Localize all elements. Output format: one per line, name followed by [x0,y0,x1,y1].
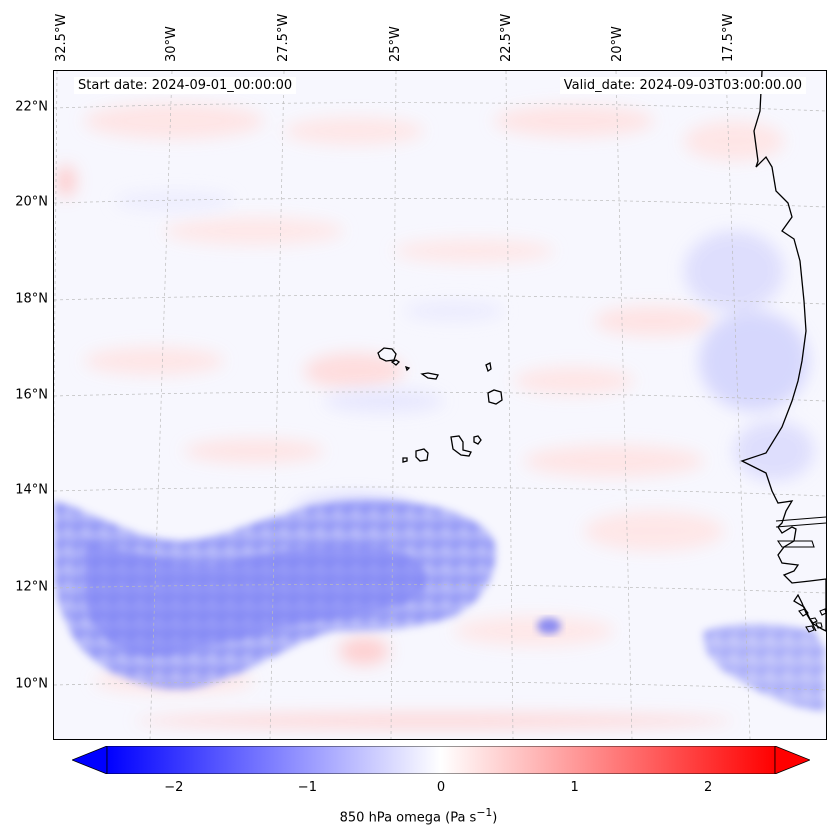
graticule [54,71,826,739]
lon-label-32.5w: 32.5°W [54,13,69,62]
map-panel[interactable]: Start date: 2024-09-01_00:00:00 Valid_da… [53,70,827,740]
lat-label-16n: 16°N [15,387,48,403]
colorbar-tick-0: 0 [436,780,446,795]
lat-label-12n: 12°N [15,579,48,595]
lon-label-25w: 25°W [388,26,403,62]
strong-negative-omega-band [54,499,826,711]
colorbar-tick-neg1: −1 [297,780,317,795]
positive-omega-patches [56,103,784,729]
lat-label-18n: 18°N [15,291,48,307]
lon-label-22.5w: 22.5°W [499,13,514,62]
cape-verde-islands [377,347,503,463]
colorbar-gradient [106,746,776,774]
lat-label-20n: 20°N [15,194,48,210]
lon-label-17.5w: 17.5°W [721,13,736,62]
colorbar-tick-neg2: −2 [164,780,184,795]
lat-label-14n: 14°N [15,482,48,498]
valid-date-label: Valid_date: 2024-09-03T03:00:00.00 [559,77,806,94]
colorbar-tick-2: 2 [704,780,713,795]
bijagos-islands [798,608,826,633]
colorbar-label: 850 hPa omega (Pa s−1) [0,806,837,825]
colorbar-tick-1: 1 [570,780,579,795]
gambia-outline [775,516,826,548]
colorbar-label-main: 850 hPa omega (Pa s [339,810,477,826]
colorbar [72,746,810,774]
lon-label-30w: 30°W [164,26,179,62]
lat-label-22n: 22°N [15,99,48,115]
colorbar-label-end: ) [492,810,498,826]
colorbar-max-extend [774,746,810,774]
colorbar-min-extend [72,746,108,774]
omega-field-map [54,71,826,739]
lat-label-10n: 10°N [15,676,48,692]
colorbar-label-exponent: −1 [476,806,493,819]
start-date-label: Start date: 2024-09-01_00:00:00 [74,77,297,94]
lon-label-27.5w: 27.5°W [276,13,291,62]
africa-coastline [740,71,826,632]
lon-label-20w: 20°W [610,26,625,62]
